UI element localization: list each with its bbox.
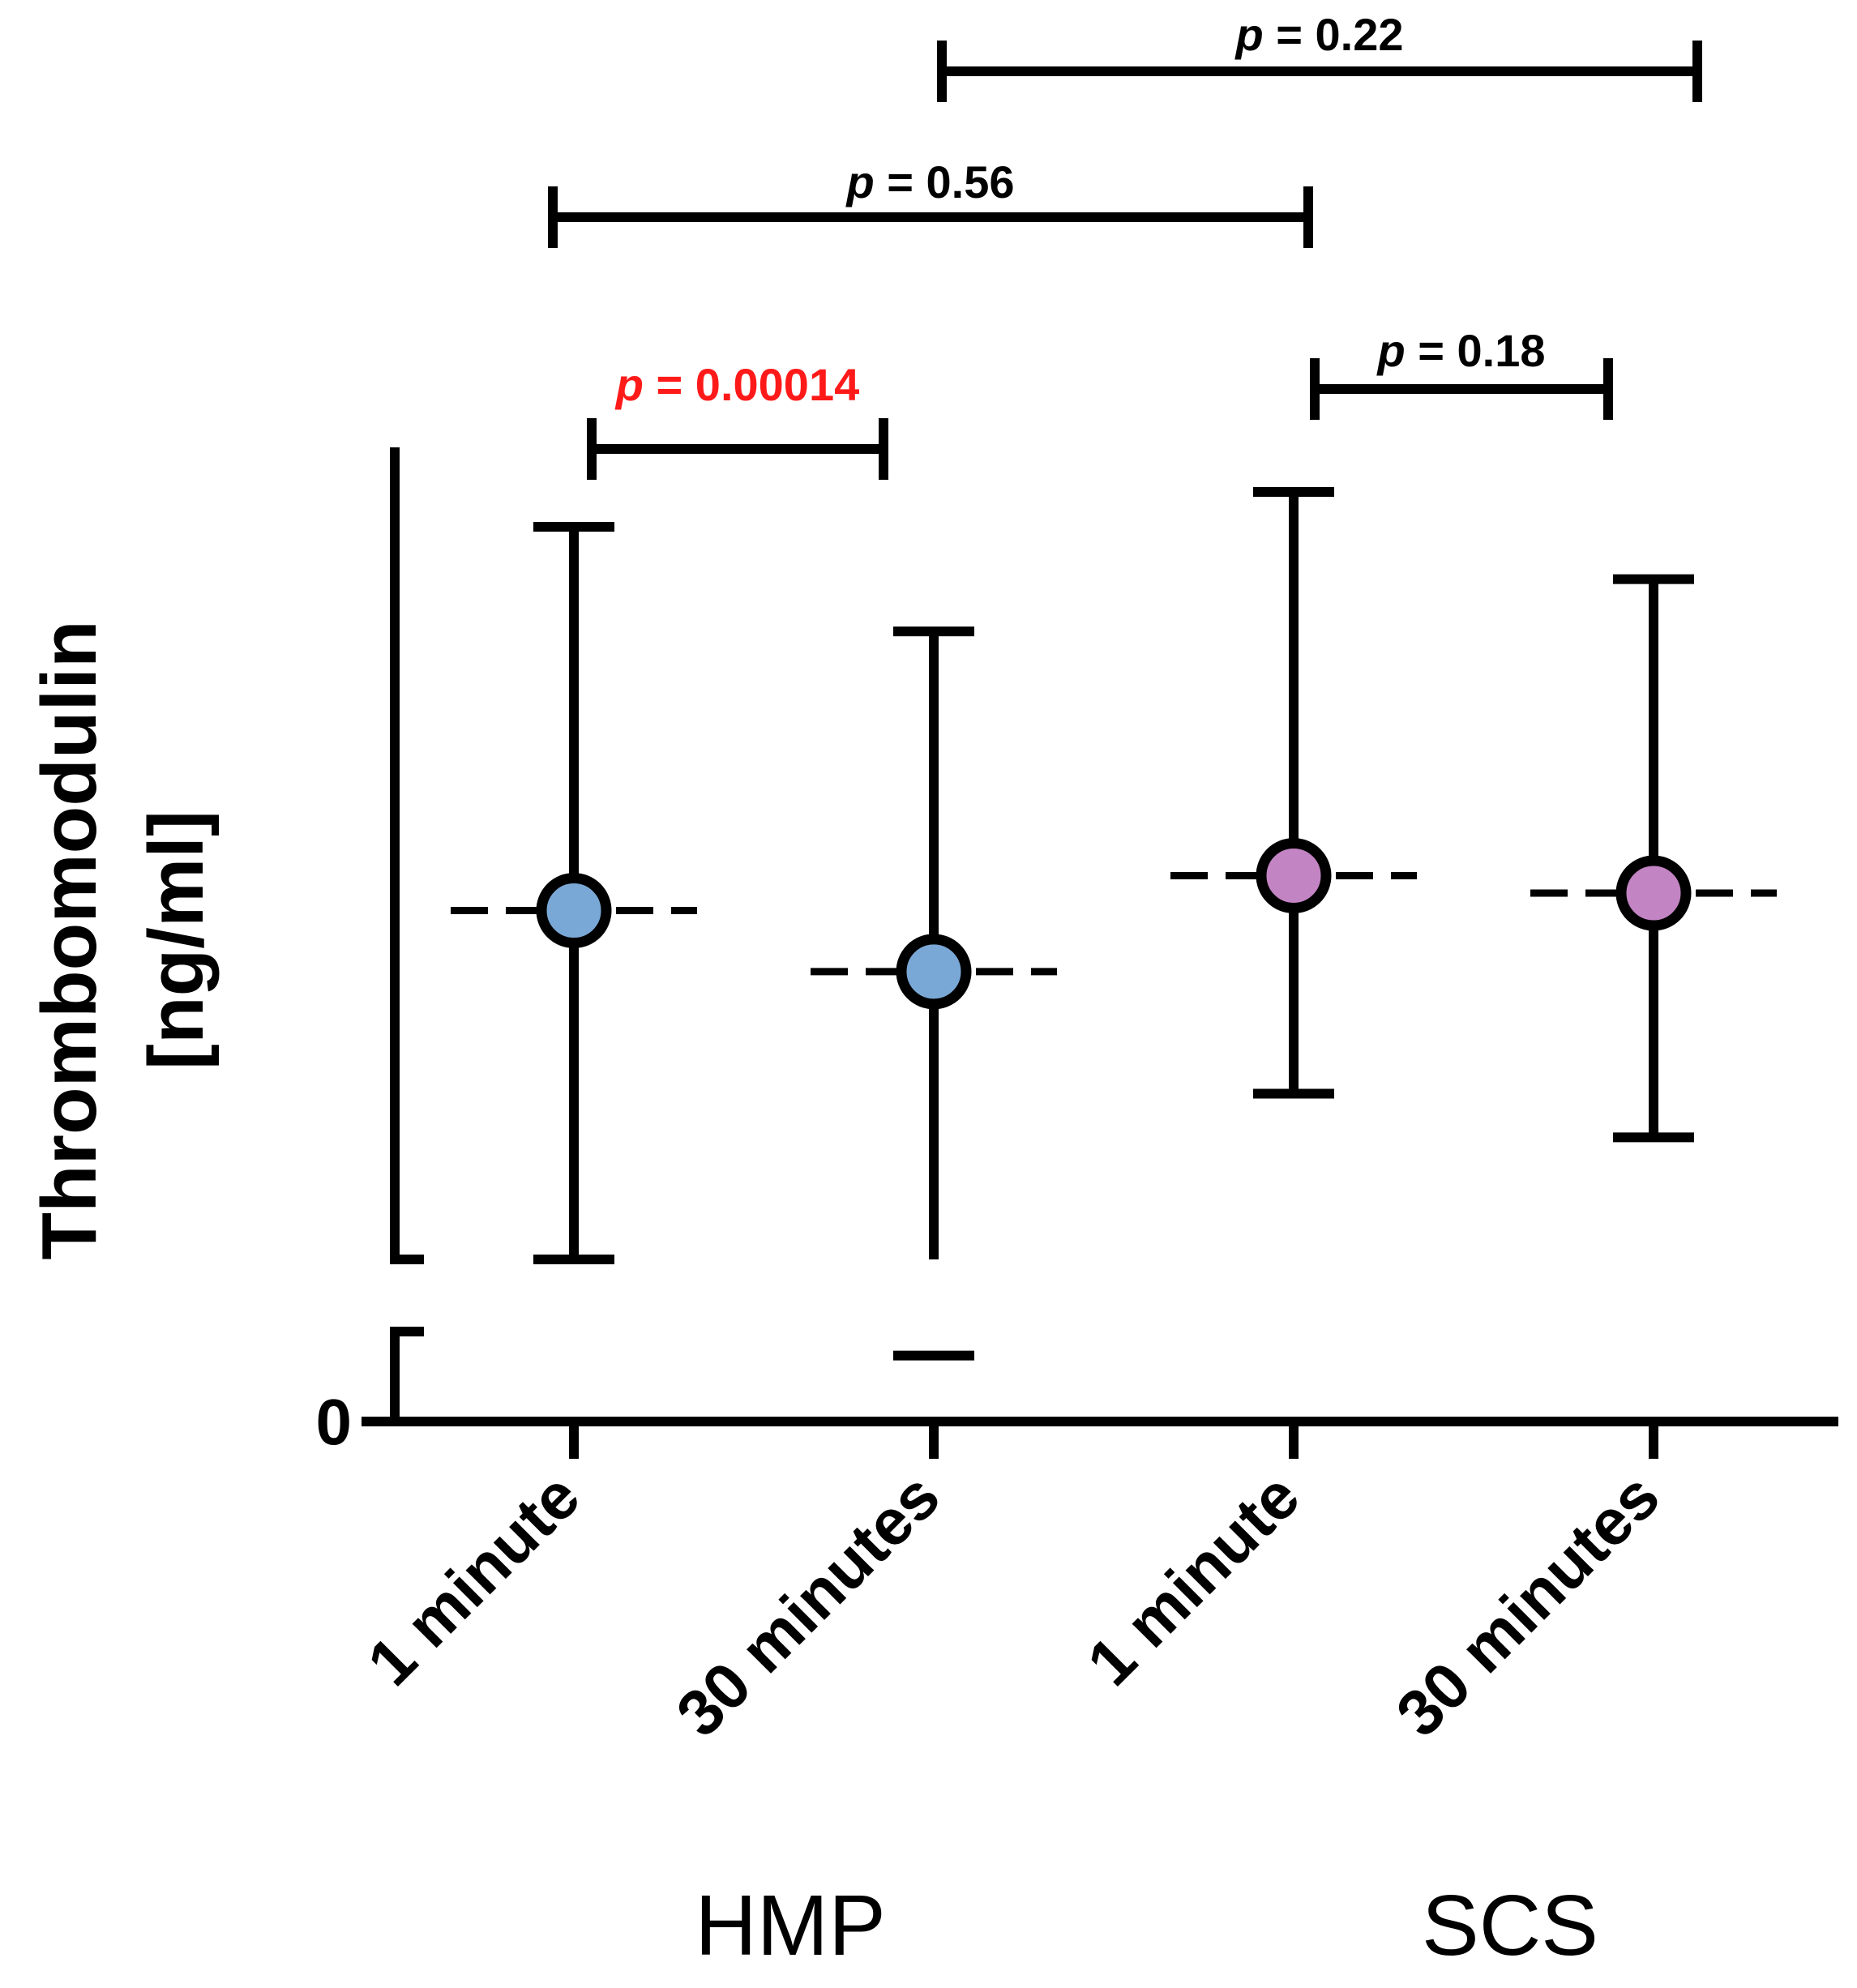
p-value-label: p = 0.22 (1234, 9, 1403, 60)
x-tick-label: 30 minutes (1383, 1460, 1673, 1750)
p-value: = 0.18 (1406, 325, 1546, 376)
data-point (1615, 855, 1692, 931)
p-value: = 0.22 (1264, 9, 1404, 60)
p-symbol: p (845, 156, 874, 207)
p-value: = 0.00014 (644, 359, 859, 410)
y-axis-label: Thrombomodulin (26, 620, 113, 1259)
p-value: = 0.56 (875, 156, 1015, 207)
group-label: SCS (1422, 1878, 1598, 1973)
x-tick-label: 1 minute (353, 1460, 593, 1699)
data-point (1256, 837, 1332, 913)
p-value-label: p = 0.00014 (614, 359, 859, 410)
p-symbol: p (1234, 9, 1263, 60)
data-point (536, 873, 612, 949)
group-label: HMP (695, 1878, 886, 1973)
y-axis-label: [ng/ml] (133, 810, 220, 1070)
p-symbol: p (1376, 325, 1405, 376)
p-value-label: p = 0.56 (845, 156, 1014, 207)
x-tick-label: 1 minute (1073, 1460, 1313, 1699)
p-value-label: p = 0.18 (1376, 325, 1545, 376)
plot-area: 01 minute 30 minutes 1 minute 30 minutesHMP… (26, 9, 1838, 1973)
x-tick-label: 30 minutes (663, 1460, 953, 1750)
p-symbol: p (614, 359, 644, 410)
y-tick-label: 0 (316, 1386, 353, 1458)
data-point (896, 934, 972, 1010)
